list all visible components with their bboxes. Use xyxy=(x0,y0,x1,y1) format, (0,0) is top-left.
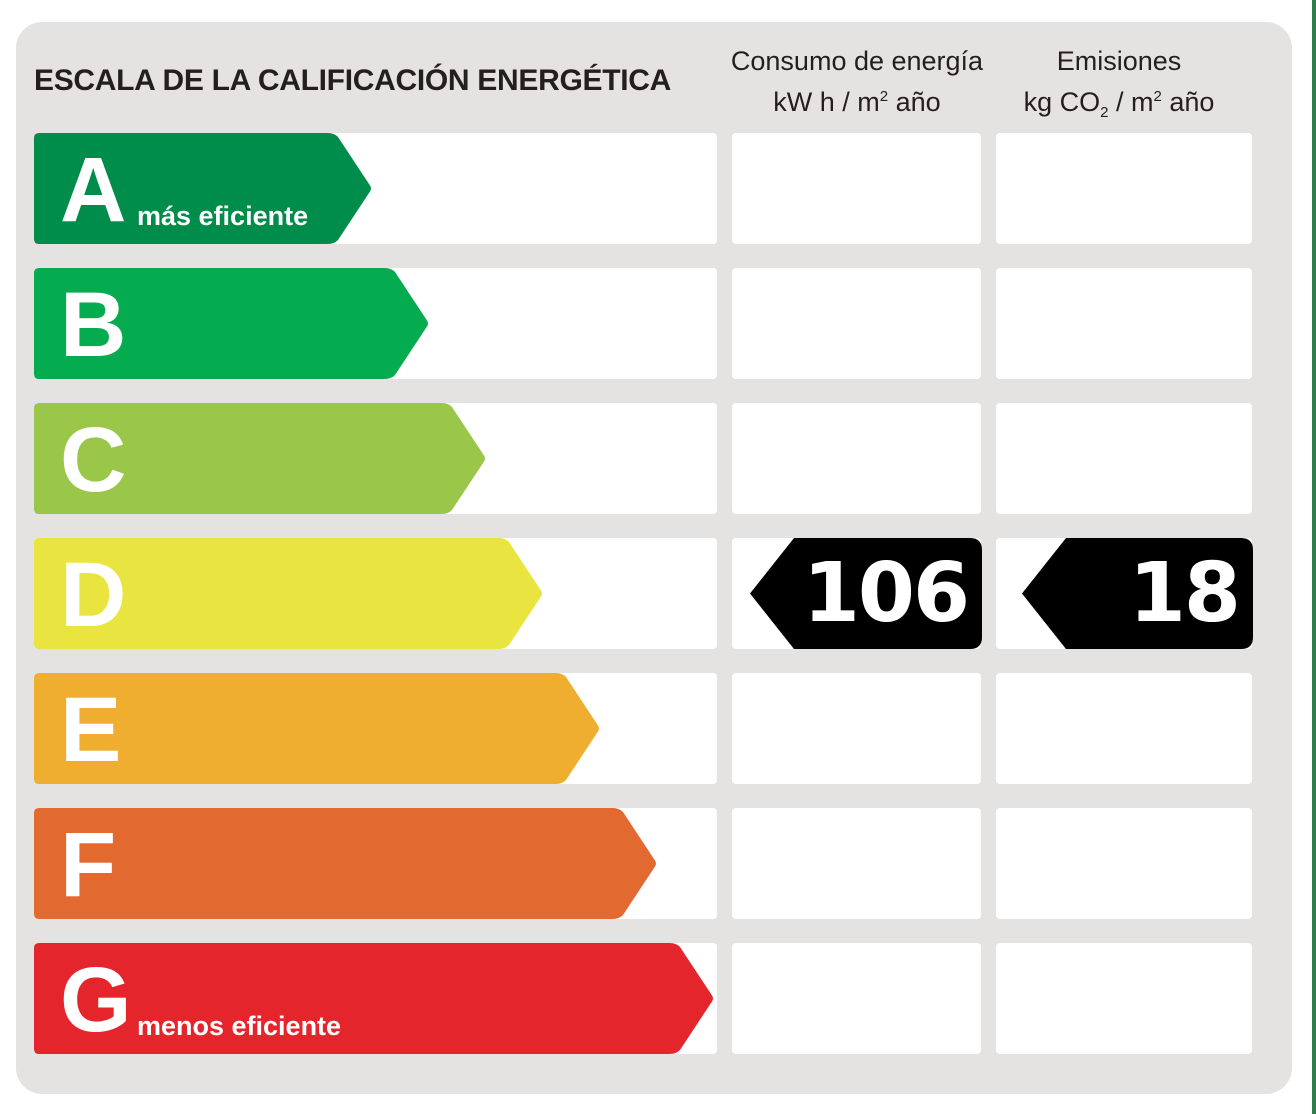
energy-cell-b xyxy=(732,268,981,379)
energy-cell-c xyxy=(732,403,981,514)
rating-row-e: E xyxy=(34,673,1252,784)
energy-cell-f xyxy=(732,808,981,919)
emissions-cell-f xyxy=(996,808,1252,919)
least-efficient-label: menos eficiente xyxy=(137,1011,342,1041)
emissions-cell-e xyxy=(996,673,1252,784)
rating-arrow-e xyxy=(34,673,599,784)
rating-arrow-shape xyxy=(34,268,428,379)
rating-row-b: B xyxy=(34,268,1252,379)
energy-consumption-marker-shape xyxy=(750,538,982,649)
edge-line xyxy=(1312,0,1316,1114)
rating-arrow-f xyxy=(34,808,656,919)
emissions-cell-a xyxy=(996,133,1252,244)
emissions-header-unit: kg CO2 / m2 año xyxy=(1023,87,1215,121)
energy-header-unit: kW h / m2 año xyxy=(773,87,941,117)
rating-arrow-shape xyxy=(34,673,599,784)
rating-arrow-g xyxy=(34,943,713,1054)
rating-letter-g: G xyxy=(60,949,132,1051)
rating-arrow-c xyxy=(34,403,485,514)
energy-cell-e xyxy=(732,673,981,784)
rating-arrow-shape xyxy=(34,943,713,1054)
rating-arrow-shape xyxy=(34,403,485,514)
scale-title: ESCALA DE LA CALIFICACIÓN ENERGÉTICA xyxy=(34,64,671,97)
emissions-column-header: Emisiones kg CO2 / m2 año xyxy=(990,43,1248,131)
rating-arrow-shape xyxy=(34,538,542,649)
most-efficient-label: más eficiente xyxy=(137,201,309,231)
emissions-header-line1: Emisiones xyxy=(1056,46,1182,76)
rating-letter-d: D xyxy=(60,544,127,646)
emissions-cell-b xyxy=(996,268,1252,379)
rating-letter-b: B xyxy=(60,274,127,376)
rating-letter-e: E xyxy=(60,679,122,781)
rating-arrow-shape xyxy=(34,133,371,244)
rating-row-f: F xyxy=(34,808,1252,919)
emissions-marker-shape xyxy=(1022,538,1253,649)
rating-arrow-b xyxy=(34,268,428,379)
rating-row-c: C xyxy=(34,403,1252,514)
rating-letter-a: A xyxy=(60,139,127,241)
rating-row-d: D 106 18 xyxy=(34,538,1253,649)
rating-letter-f: F xyxy=(60,814,117,916)
energy-consumption-marker xyxy=(750,538,982,649)
rating-arrow-d xyxy=(34,538,542,649)
energy-header-line1: Consumo de energía xyxy=(730,46,984,76)
rating-arrow-a xyxy=(34,133,371,244)
emissions-value: 18 xyxy=(1128,546,1241,641)
energy-column-header: Consumo de energía kW h / m2 año xyxy=(712,43,1002,120)
rating-arrow-shape xyxy=(34,808,656,919)
emissions-cell-c xyxy=(996,403,1252,514)
emissions-marker xyxy=(1022,538,1253,649)
energy-cell-g xyxy=(732,943,981,1054)
rating-letter-c: C xyxy=(60,409,127,511)
energy-cell-a xyxy=(732,133,981,244)
energy-consumption-value: 106 xyxy=(802,546,970,641)
emissions-cell-g xyxy=(996,943,1252,1054)
